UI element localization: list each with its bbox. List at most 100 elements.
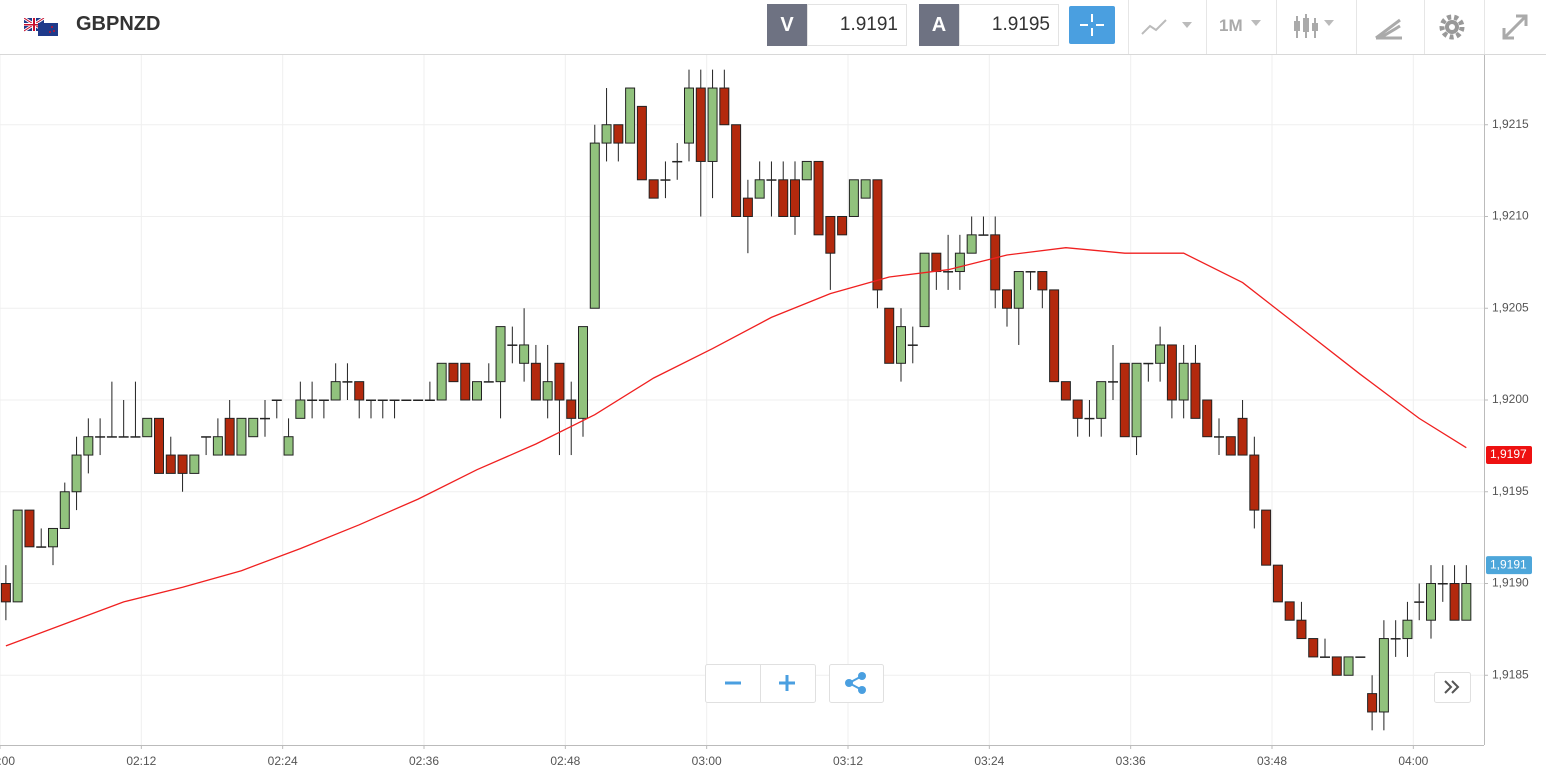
candle-body: [483, 381, 494, 383]
draw-icon[interactable]: [1374, 14, 1404, 40]
toolbar: GBPNZD V 1.9191 A 1.9195 1M: [0, 0, 1546, 55]
x-tick-label: 03:48: [1257, 754, 1287, 768]
candle-body: [1002, 289, 1012, 309]
chart-type-icon[interactable]: [1140, 14, 1194, 40]
candle-body: [1178, 362, 1189, 401]
candle-body: [142, 417, 153, 438]
candle-body: [931, 252, 942, 273]
candle-body: [366, 399, 376, 401]
candle-body: [1214, 436, 1224, 438]
sell-label[interactable]: V: [767, 4, 807, 46]
separator: [1356, 0, 1357, 54]
crosshair-button[interactable]: [1069, 6, 1115, 44]
candle-body: [566, 399, 577, 419]
candle-body: [731, 124, 742, 217]
candle-body: [377, 399, 388, 401]
candle-body: [1426, 583, 1436, 621]
candle-body: [719, 87, 730, 126]
candle-body: [165, 454, 176, 474]
y-tick-label: 1,9210: [1492, 209, 1529, 223]
candle-body: [354, 381, 365, 401]
x-tick-label: 03:24: [974, 754, 1004, 768]
candle-body: [589, 142, 600, 309]
candle-body: [943, 271, 954, 273]
grid: [0, 55, 1484, 745]
candle-body: [318, 399, 329, 401]
candle-body: [1155, 344, 1166, 364]
candle-body: [106, 436, 117, 438]
candle-body: [448, 362, 459, 383]
candle-body: [978, 234, 989, 236]
candle-body: [118, 436, 129, 438]
candle-body: [1343, 656, 1354, 676]
y-tick-label: 1,9200: [1492, 392, 1529, 406]
candle-body: [507, 344, 518, 346]
candle-icon[interactable]: [1292, 12, 1342, 42]
price-tag: [1486, 556, 1532, 575]
candle-body: [1013, 271, 1024, 309]
candle-body: [0, 583, 11, 603]
candle-body: [1355, 656, 1366, 658]
separator: [1424, 0, 1425, 54]
axes: 1,9185 1,9190 1,9195 1,9200 1,9205 1,9210 1,92…: [0, 55, 1532, 768]
x-tick-label: 03:00: [692, 754, 722, 768]
candle-body: [1461, 583, 1472, 621]
settings-icon[interactable]: [1437, 12, 1467, 42]
share-button[interactable]: [829, 664, 884, 703]
candle-body: [1166, 344, 1177, 401]
candle-body: [330, 381, 341, 401]
candle-body: [36, 546, 47, 548]
candle-body: [1108, 381, 1118, 383]
timeframe[interactable]: 1M: [1219, 16, 1243, 35]
x-tick-label: 02:36: [409, 754, 439, 768]
plot-area: [0, 69, 1472, 731]
candle-body: [1096, 381, 1107, 419]
candle-body: [860, 179, 871, 199]
candle-body: [83, 436, 94, 456]
candle-body: [260, 417, 270, 420]
buy-label[interactable]: A: [919, 4, 959, 46]
buy-price[interactable]: 1.9195: [959, 4, 1059, 46]
candle-body: [636, 105, 647, 181]
moving-average-line: [5, 247, 1467, 647]
candle-body: [1402, 619, 1413, 640]
candle-body: [990, 234, 1001, 291]
candle-body: [154, 417, 164, 474]
candle-body: [1296, 619, 1307, 640]
candle-body: [1190, 362, 1201, 419]
candle-body: [837, 215, 848, 236]
candle-body: [201, 436, 212, 438]
candle-body: [613, 124, 624, 144]
separator: [1206, 0, 1207, 54]
candle-body: [130, 436, 141, 438]
candle-body: [707, 87, 718, 162]
price-tag: [1486, 446, 1532, 465]
expand-icon[interactable]: [1500, 12, 1530, 42]
x-tick-label: 02:12: [126, 754, 156, 768]
y-tick-label: 1,9185: [1492, 667, 1529, 681]
candle-body: [71, 454, 82, 493]
sell-price[interactable]: 1.9191: [807, 4, 907, 46]
candle-body: [554, 362, 565, 401]
y-tick-label: 1,9195: [1492, 484, 1529, 498]
candle-body: [236, 417, 247, 456]
candle-body: [966, 234, 977, 254]
candle-body: [1225, 436, 1236, 456]
candle-body: [754, 179, 765, 199]
candle-body: [177, 454, 188, 474]
candle-body: [790, 179, 800, 217]
separator: [1276, 0, 1277, 54]
candle-body: [1378, 638, 1389, 713]
scroll-end-button[interactable]: [1434, 672, 1471, 703]
zoom-in[interactable]: [779, 675, 795, 691]
x-tick-label: 03:12: [833, 754, 863, 768]
candle-body: [1202, 399, 1213, 438]
y-tick-label: 1,9190: [1492, 576, 1529, 590]
zoom-controls: [705, 664, 1471, 703]
candle-body: [307, 399, 318, 401]
candle-body: [1390, 638, 1401, 640]
candle-body: [1437, 583, 1448, 585]
candle-body: [884, 307, 895, 364]
